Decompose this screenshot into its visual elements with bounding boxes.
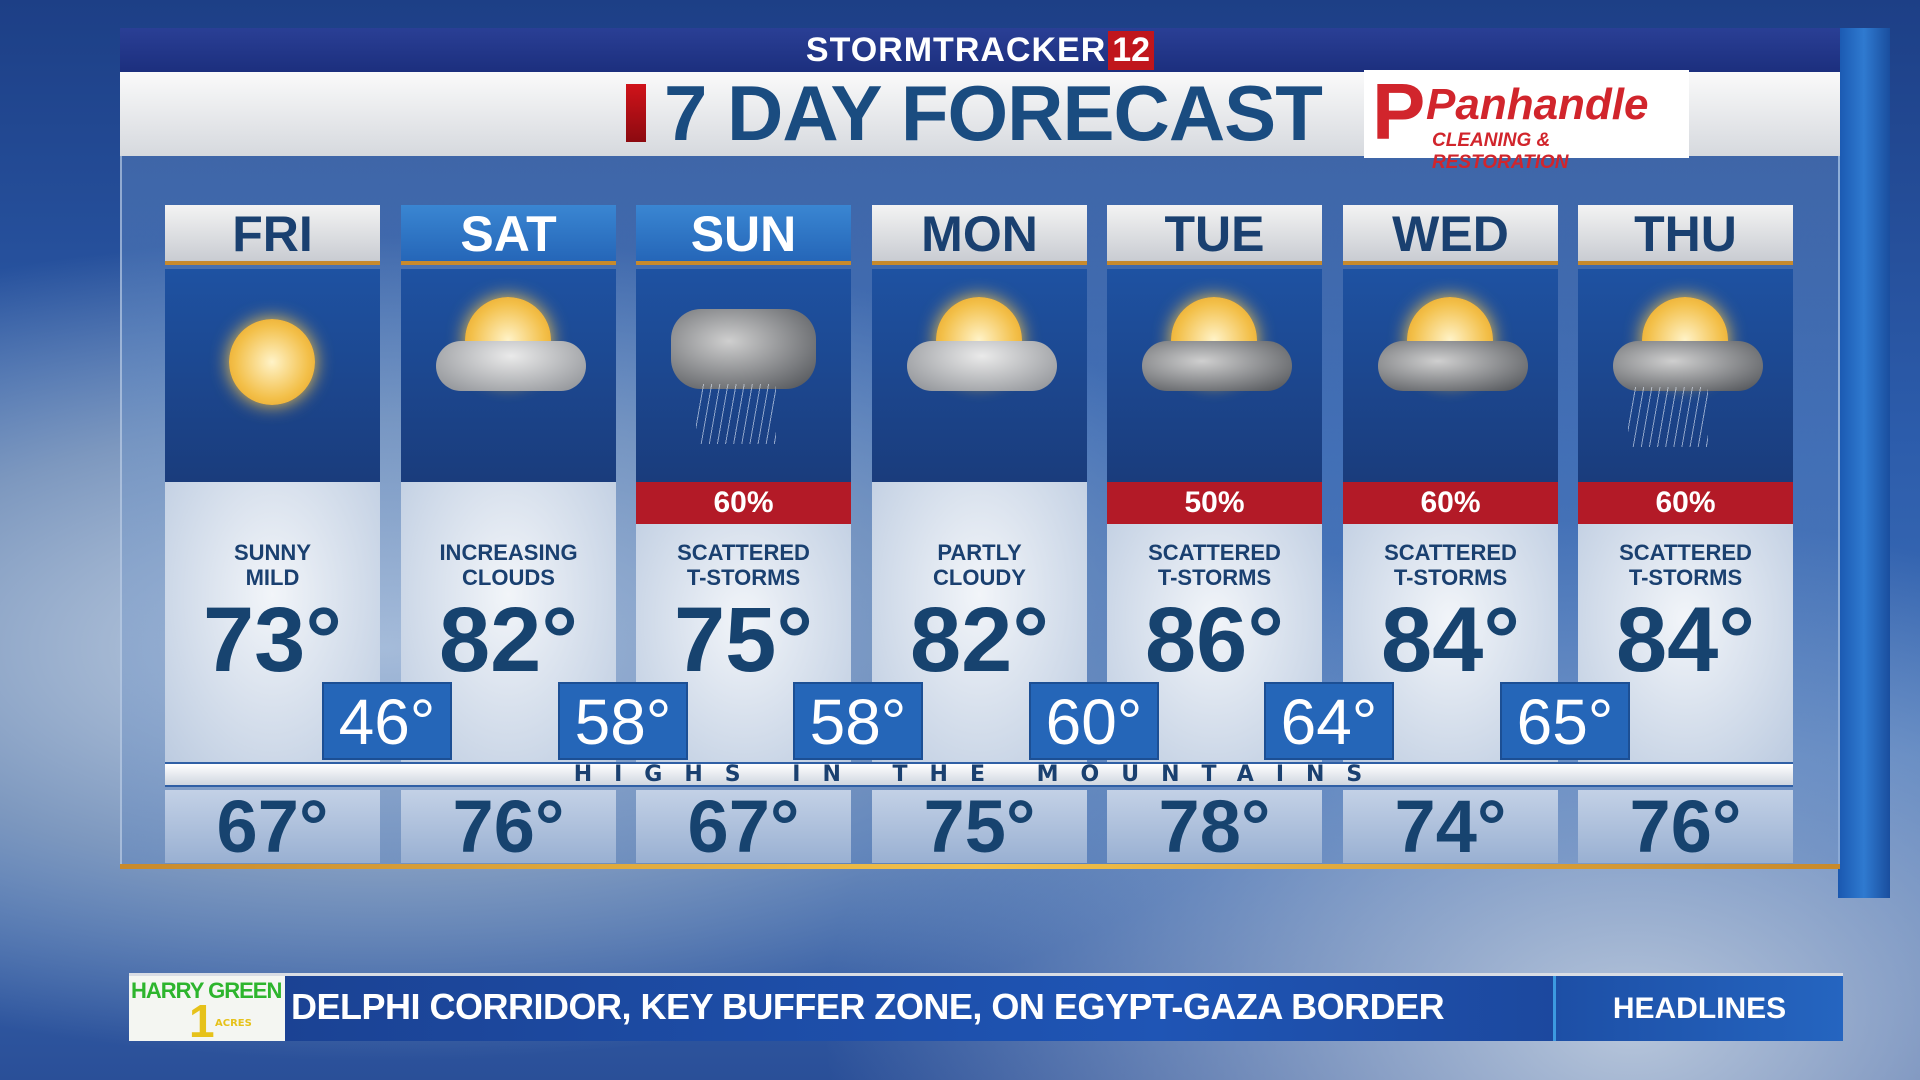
icon-area (165, 269, 380, 482)
day-label: MON (872, 205, 1087, 265)
mountain-label: HIGHS IN THE MOUNTAINS (165, 762, 1793, 787)
mountain-high-temp: 75° (872, 790, 1087, 864)
day-column-thu: THU 60% SCATTERED T-STORMS 84° 76° (1578, 205, 1793, 864)
ticker-section: HEADLINES (1553, 976, 1843, 1041)
day-label: TUE (1107, 205, 1322, 265)
channel-number: 12 (1108, 30, 1155, 70)
mountain-high-temp: 76° (401, 790, 616, 864)
mountain-high-temp: 67° (165, 790, 380, 864)
ticker-sponsor-number: 1 (189, 995, 215, 1047)
condition-line-2: CLOUDS (462, 565, 555, 590)
sponsor-name: Panhandle (1426, 80, 1649, 129)
condition-line-2: T-STORMS (1628, 565, 1743, 590)
condition-line-2: T-STORMS (1157, 565, 1272, 590)
side-decoration (1838, 28, 1890, 898)
low-temp: 46° (322, 682, 452, 760)
condition-text: SUNNY MILD (165, 540, 380, 590)
day-label: SAT (401, 205, 616, 265)
sponsor-tagline: CLEANING & RESTORATION (1432, 130, 1569, 173)
condition-text: SCATTERED T-STORMS (636, 540, 851, 590)
sponsor-logo: P Panhandle CLEANING & RESTORATION (1364, 67, 1689, 173)
ticker-sponsor-sub: ACRES (215, 1018, 252, 1029)
icon-area (1107, 269, 1322, 482)
mountain-high-temp: 76° (1578, 790, 1793, 864)
high-temp: 86° (1144, 589, 1285, 691)
condition-line-1: SCATTERED (1384, 540, 1517, 565)
icon-area (636, 269, 851, 482)
ticker-sponsor-name: HARRY GREEN (131, 978, 282, 1003)
precip-chance: 60% (636, 482, 851, 524)
condition-line-2: CLOUDY (933, 565, 1026, 590)
precip-chance: 60% (1578, 482, 1793, 524)
condition-text: SCATTERED T-STORMS (1107, 540, 1322, 590)
day-column-mon: MON PARTLY CLOUDY 82° 75° (872, 205, 1087, 864)
condition-line-2: T-STORMS (686, 565, 801, 590)
low-temp: 64° (1264, 682, 1394, 760)
day-label: FRI (165, 205, 380, 265)
station-logo: STORMTRACKER (805, 30, 1107, 69)
icon-area (1578, 269, 1793, 482)
precip-chance: 50% (1107, 482, 1322, 524)
condition-text: SCATTERED T-STORMS (1343, 540, 1558, 590)
mountain-high-temp: 74° (1343, 790, 1558, 864)
day-label: WED (1343, 205, 1558, 265)
title-accent (626, 84, 646, 142)
icon-area (872, 269, 1087, 482)
news-ticker: HARRY GREEN 1 ACRES DELPHI CORRIDOR, KEY… (129, 973, 1843, 1047)
day-label: THU (1578, 205, 1793, 265)
day-column-sat: SAT INCREASING CLOUDS 82° 76° (401, 205, 616, 864)
precip-chance: 60% (1343, 482, 1558, 524)
condition-line-1: SCATTERED (1619, 540, 1752, 565)
low-temp: 60° (1029, 682, 1159, 760)
condition-line-1: PARTLY (937, 540, 1022, 565)
day-label: SUN (636, 205, 851, 265)
condition-line-1: SUNNY (233, 540, 311, 565)
low-temp: 65° (1500, 682, 1630, 760)
day-column-fri: FRI SUNNY MILD 73° 67° (165, 205, 380, 864)
condition-line-1: INCREASING (439, 540, 578, 565)
high-temp: 82° (909, 589, 1050, 691)
ticker-text: DELPHI CORRIDOR, KEY BUFFER ZONE, ON EGY… (291, 986, 1445, 1027)
high-temp: 75° (673, 589, 814, 691)
mountain-high-temp: 78° (1107, 790, 1322, 864)
low-temp: 58° (558, 682, 688, 760)
condition-text: INCREASING CLOUDS (401, 540, 616, 590)
day-column-sun: SUN 60% SCATTERED T-STORMS 75° 67° (636, 205, 851, 864)
icon-area (1343, 269, 1558, 482)
high-temp: 82° (438, 589, 579, 691)
condition-line-1: SCATTERED (1148, 540, 1281, 565)
ticker-sponsor-logo: HARRY GREEN 1 ACRES (129, 976, 285, 1047)
stormtracker-bar: STORMTRACKER 12 (120, 28, 1840, 72)
condition-line-1: SCATTERED (677, 540, 810, 565)
condition-text: SCATTERED T-STORMS (1578, 540, 1793, 590)
icon-area (401, 269, 616, 482)
low-temp: 58° (793, 682, 923, 760)
gold-divider (120, 864, 1840, 869)
high-temp: 84° (1380, 589, 1521, 691)
high-temp: 73° (202, 589, 343, 691)
page-title: 7 DAY FORECAST (664, 69, 1323, 157)
condition-line-2: T-STORMS (1393, 565, 1508, 590)
day-column-tue: TUE 50% SCATTERED T-STORMS 86° 78° (1107, 205, 1322, 864)
sponsor-initial: P (1372, 67, 1426, 156)
high-temp: 84° (1615, 589, 1756, 691)
condition-line-2: MILD (245, 565, 300, 590)
mountain-high-temp: 67° (636, 790, 851, 864)
condition-text: PARTLY CLOUDY (872, 540, 1087, 590)
